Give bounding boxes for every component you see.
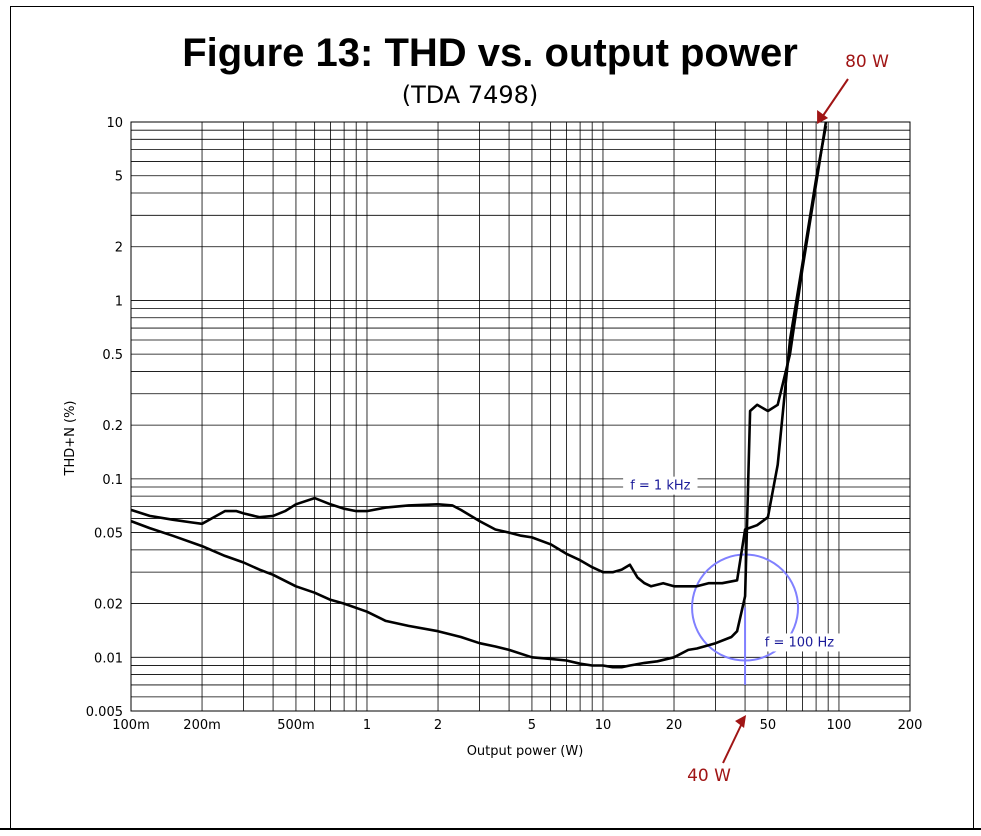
x-tick-label: 1 [363,718,371,733]
callout-arrowhead [817,110,829,124]
y-tick-label: 0.01 [94,651,123,666]
series-line-2 [130,121,828,669]
x-tick-label: 20 [666,718,683,733]
y-tick-label: 5 [115,170,123,185]
plot-border [130,121,911,712]
callout-arrowhead [735,715,747,728]
y-tick-label: 0.5 [102,348,123,363]
x-axis-label: Output power (W) [467,744,584,759]
x-tick-label: 500m [277,718,314,733]
series-line-1 [130,125,828,588]
callouts: 80 W 40 W [687,52,889,786]
x-tick-label: 2 [434,718,442,733]
series-annotation: f = 1 kHz [630,479,690,494]
y-tick-label: 0.05 [94,527,123,542]
series-annotations: f = 1 kHz f = 100 Hz [623,476,841,652]
y-tick-label: 10 [106,116,123,131]
callout-arrow [819,78,849,121]
x-tick-label: 100m [112,718,149,733]
chart-subtitle: (TDA 7498) [402,81,539,109]
figure-frame [10,6,974,828]
x-tick-labels: 100m 200m 500m 1 2 5 10 20 50 100 200 [112,718,922,733]
y-tick-label: 0.02 [94,598,123,613]
y-tick-labels: 0.005 0.01 0.02 0.05 0.1 0.2 0.5 1 2 5 10 [86,116,123,720]
callout-arrow [722,720,744,764]
callout-label: 40 W [687,766,731,786]
x-tick-label: 200m [183,718,220,733]
y-tick-label: 0.005 [86,705,123,720]
bottom-rule [0,828,981,830]
series-lines [130,121,828,669]
y-tick-label: 0.2 [102,419,123,434]
y-axis-label: THD+N (%) [63,401,78,477]
series-annotation: f = 100 Hz [765,635,834,650]
callout-label: 80 W [845,52,889,72]
annotation-backdrop [623,476,698,495]
x-tick-label: 5 [528,718,536,733]
x-tick-label: 200 [898,718,923,733]
x-tick-label: 10 [595,718,612,733]
grid-lines [131,122,910,711]
y-tick-label: 0.1 [102,473,123,488]
chart-title: Figure 13: THD vs. output power [182,31,798,75]
y-tick-label: 2 [115,241,123,256]
x-tick-label: 50 [760,718,777,733]
annotation-backdrop [758,633,841,652]
x-tick-label: 100 [827,718,852,733]
y-tick-label: 1 [115,294,123,309]
